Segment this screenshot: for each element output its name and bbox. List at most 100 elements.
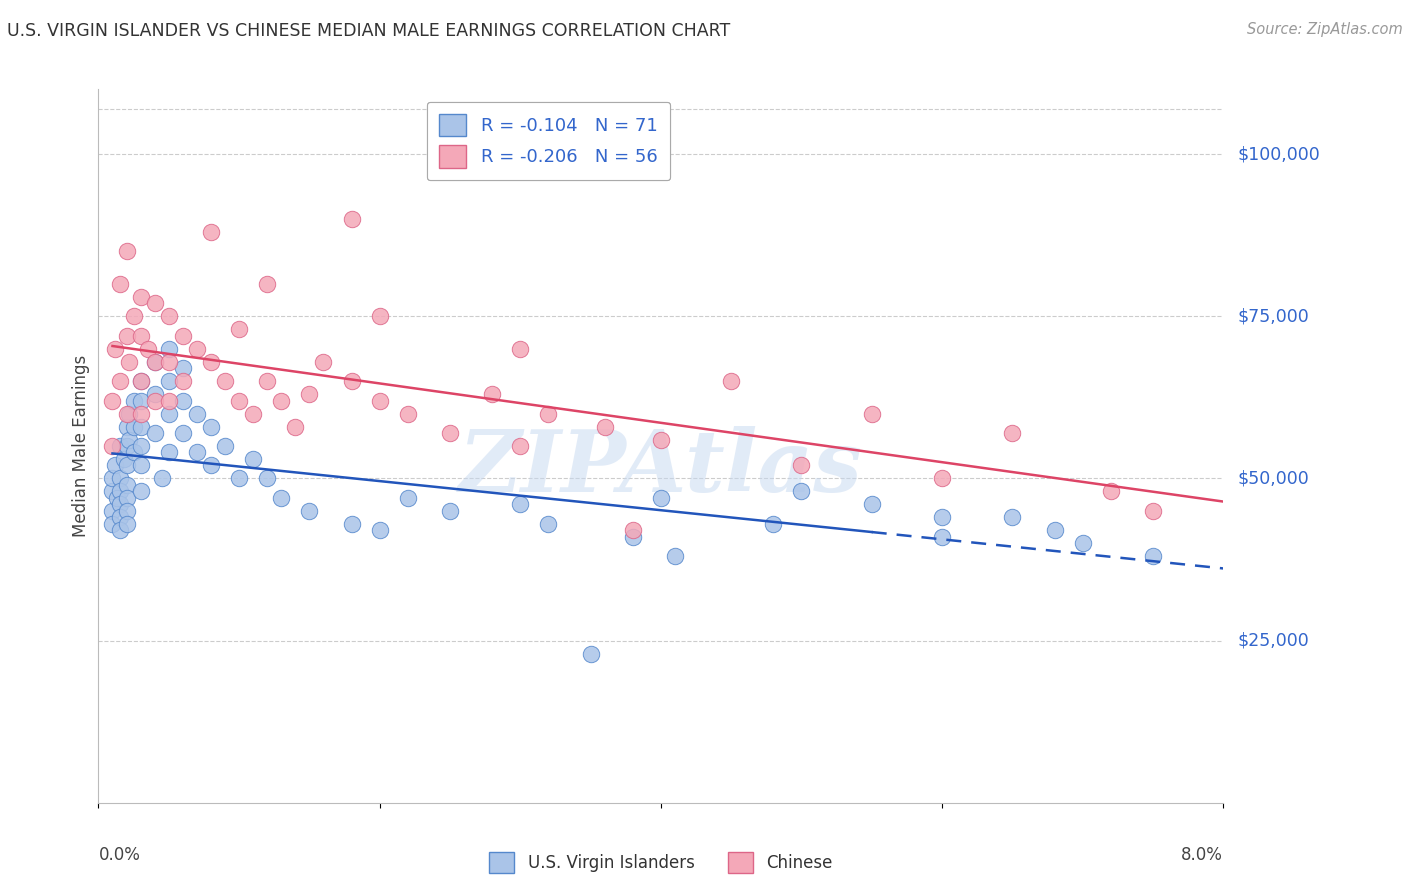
Point [579, 647, 602, 661]
Point [1142, 549, 1164, 564]
Point [108, 374, 131, 388]
Point [122, 419, 145, 434]
Point [256, 471, 278, 485]
Point [312, 354, 335, 368]
Point [228, 322, 250, 336]
Point [104, 458, 127, 473]
Point [860, 497, 883, 511]
Point [136, 342, 159, 356]
Text: 0.0%: 0.0% [98, 846, 141, 863]
Point [143, 296, 166, 310]
Point [101, 393, 124, 408]
Point [931, 471, 953, 485]
Point [481, 387, 503, 401]
Point [298, 504, 321, 518]
Point [931, 510, 953, 524]
Point [129, 374, 152, 388]
Point [115, 419, 138, 434]
Point [931, 530, 953, 544]
Point [172, 374, 194, 388]
Point [104, 342, 127, 356]
Point [593, 419, 616, 434]
Point [200, 354, 222, 368]
Point [790, 484, 813, 499]
Point [650, 491, 672, 505]
Point [105, 491, 128, 505]
Point [860, 407, 883, 421]
Point [172, 425, 194, 440]
Legend: U.S. Virgin Islanders, Chinese: U.S. Virgin Islanders, Chinese [482, 846, 839, 880]
Point [340, 211, 363, 226]
Point [115, 478, 138, 492]
Point [368, 310, 391, 324]
Point [115, 491, 138, 505]
Point [186, 407, 208, 421]
Point [1071, 536, 1094, 550]
Point [143, 354, 166, 368]
Point [157, 393, 180, 408]
Point [157, 407, 180, 421]
Point [228, 471, 250, 485]
Point [108, 497, 131, 511]
Point [129, 374, 152, 388]
Point [396, 407, 419, 421]
Point [172, 328, 194, 343]
Point [368, 393, 391, 408]
Point [115, 504, 138, 518]
Text: $50,000: $50,000 [1237, 469, 1309, 487]
Point [129, 393, 152, 408]
Point [115, 244, 138, 259]
Point [122, 393, 145, 408]
Point [143, 387, 166, 401]
Point [256, 374, 278, 388]
Point [108, 439, 131, 453]
Point [101, 516, 124, 531]
Text: $75,000: $75,000 [1237, 307, 1309, 326]
Point [186, 342, 208, 356]
Point [256, 277, 278, 291]
Point [115, 458, 138, 473]
Point [200, 458, 222, 473]
Point [129, 458, 152, 473]
Point [157, 354, 180, 368]
Point [1142, 504, 1164, 518]
Point [509, 439, 531, 453]
Point [108, 484, 131, 499]
Point [108, 471, 131, 485]
Point [143, 393, 166, 408]
Point [1099, 484, 1122, 499]
Point [284, 419, 307, 434]
Point [537, 516, 560, 531]
Point [509, 342, 531, 356]
Point [214, 439, 236, 453]
Point [509, 497, 531, 511]
Point [157, 374, 180, 388]
Point [200, 225, 222, 239]
Text: U.S. VIRGIN ISLANDER VS CHINESE MEDIAN MALE EARNINGS CORRELATION CHART: U.S. VIRGIN ISLANDER VS CHINESE MEDIAN M… [7, 22, 730, 40]
Point [340, 516, 363, 531]
Point [122, 310, 145, 324]
Point [108, 277, 131, 291]
Point [115, 407, 138, 421]
Point [150, 471, 173, 485]
Text: $100,000: $100,000 [1237, 145, 1320, 163]
Point [143, 425, 166, 440]
Point [720, 374, 742, 388]
Legend: R = -0.104   N = 71, R = -0.206   N = 56: R = -0.104 N = 71, R = -0.206 N = 56 [426, 102, 671, 180]
Point [368, 524, 391, 538]
Point [621, 524, 644, 538]
Point [200, 419, 222, 434]
Point [157, 342, 180, 356]
Point [115, 328, 138, 343]
Point [157, 445, 180, 459]
Point [172, 393, 194, 408]
Point [762, 516, 785, 531]
Point [298, 387, 321, 401]
Point [108, 510, 131, 524]
Point [228, 393, 250, 408]
Text: 8.0%: 8.0% [1181, 846, 1223, 863]
Point [112, 452, 135, 467]
Point [129, 407, 152, 421]
Point [270, 491, 292, 505]
Point [101, 504, 124, 518]
